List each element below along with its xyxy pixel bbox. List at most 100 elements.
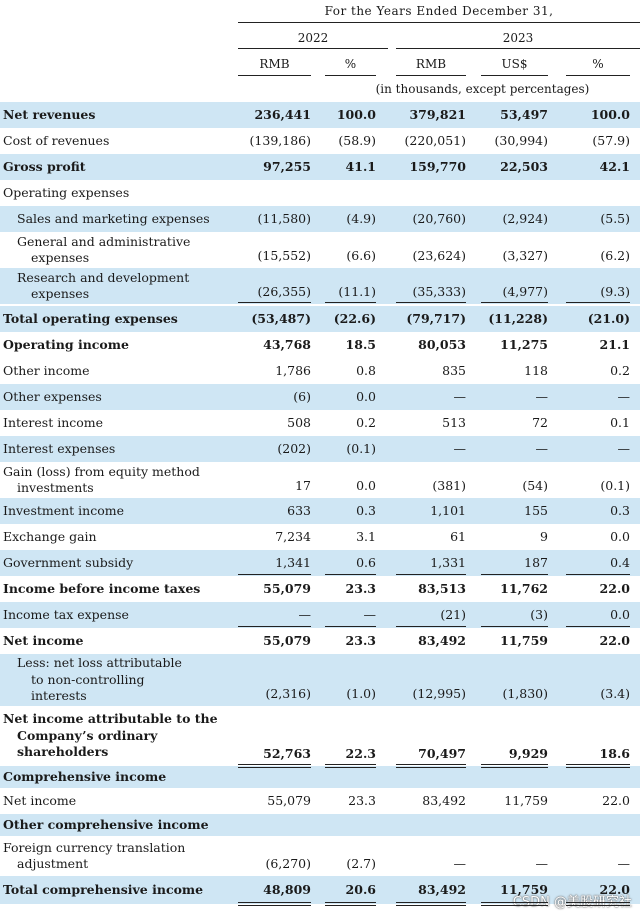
row-value: 0.4 — [610, 554, 630, 570]
total-rule — [566, 902, 630, 903]
row-value: (79,717) — [406, 310, 466, 326]
row-value: 508 — [287, 414, 311, 430]
total-rule — [238, 626, 311, 627]
row-value: 55,079 — [263, 632, 311, 648]
row-value: 3.1 — [356, 528, 376, 544]
row-value: 55,079 — [263, 580, 311, 596]
row-value: 100.0 — [336, 106, 376, 122]
total-rule — [481, 764, 548, 765]
row-value: 159,770 — [409, 158, 466, 174]
row-value: (6,270) — [265, 855, 311, 871]
row-value: 835 — [442, 362, 466, 378]
total-rule — [396, 767, 466, 768]
row-value: (4,977) — [502, 283, 548, 299]
row-label: Net income attributable to the — [3, 711, 218, 727]
row-value: 23.3 — [348, 792, 376, 808]
row-value: 11,759 — [500, 632, 548, 648]
total-rule — [481, 767, 548, 768]
row-value: 83,492 — [418, 632, 466, 648]
row-label: Investment income — [3, 502, 125, 518]
row-value: (139,186) — [249, 132, 311, 148]
unit-note: (in thousands, except percentages) — [375, 82, 590, 96]
row-value: 0.8 — [356, 362, 376, 378]
row-value: 9,929 — [508, 745, 548, 761]
row-value: 155 — [524, 502, 548, 518]
row-value: 11,759 — [500, 881, 548, 897]
row-value: 1,341 — [275, 554, 311, 570]
row-value: 22,503 — [500, 158, 548, 174]
total-rule — [325, 767, 376, 768]
year-2022-rule — [238, 48, 388, 49]
total-rule — [481, 626, 548, 627]
column-rule — [238, 75, 311, 76]
year-2023-rule — [396, 48, 640, 49]
row-value: (35,333) — [412, 283, 467, 299]
row-value: (57.9) — [592, 132, 630, 148]
table-row: Interest expenses (202) (0.1) — — — — [0, 436, 640, 462]
row-label: expenses — [31, 250, 90, 265]
column-header-rmb-2023: RMB — [415, 57, 447, 71]
row-label: Income before income taxes — [3, 580, 201, 596]
row-value: — — [298, 606, 312, 622]
column-header-pct-2023: % — [592, 57, 604, 71]
row-value: (4.9) — [346, 210, 376, 226]
row-value: 0.2 — [610, 362, 630, 378]
total-rule — [396, 302, 466, 303]
column-rule — [566, 75, 630, 76]
row-value: 187 — [524, 554, 548, 570]
row-value: — — [617, 855, 631, 871]
table-row: Income before income taxes 55,079 23.3 83,5… — [0, 576, 640, 602]
row-value: 55,079 — [267, 792, 311, 808]
row-value: 7,234 — [275, 528, 311, 544]
column-header-usd-2023: US$ — [501, 57, 528, 71]
row-value: — — [453, 855, 467, 871]
row-label: adjustment — [17, 856, 89, 871]
row-label: Gross profit — [3, 158, 86, 174]
row-label: Other expenses — [3, 388, 102, 404]
row-value: 0.1 — [610, 414, 630, 430]
row-label: Total operating expenses — [3, 310, 178, 326]
table-row: Net income 55,079 23.3 83,492 11,759 22.0 — [0, 788, 640, 814]
row-value: 18.6 — [599, 745, 630, 761]
table-row: Other income 1,786 0.8 835 118 0.2 — [0, 358, 640, 384]
row-label: Operating expenses — [3, 184, 130, 200]
row-value: 42.1 — [599, 158, 630, 174]
total-rule — [325, 905, 376, 906]
total-rule — [481, 902, 548, 903]
row-value: (3) — [530, 606, 548, 622]
row-value: (21) — [440, 606, 466, 622]
row-value: 70,497 — [418, 745, 466, 761]
row-label: Research and development — [17, 269, 190, 285]
table-row: Income tax expense — — (21) (3) 0.0 — [0, 602, 640, 628]
row-value: 633 — [287, 502, 311, 518]
total-rule — [238, 302, 311, 303]
total-rule — [566, 764, 630, 765]
row-value: (11,580) — [257, 210, 312, 226]
row-value: 1,101 — [430, 502, 466, 518]
table-row: Total operating expenses (53,487) (22.6) (7… — [0, 306, 640, 332]
row-value: (3,327) — [502, 247, 548, 263]
row-value: (22.6) — [333, 310, 376, 326]
column-rule — [325, 75, 376, 76]
row-label: Interest expenses — [3, 440, 116, 456]
row-label: Interest income — [3, 414, 104, 430]
row-label: Government subsidy — [3, 554, 134, 570]
row-label: Foreign currency translation — [3, 839, 186, 855]
row-label: investments — [17, 480, 94, 495]
row-label: Income tax expense — [3, 606, 129, 622]
row-label: to non-controlling — [31, 671, 145, 687]
row-value: 83,492 — [418, 881, 466, 897]
row-label: Net income — [3, 792, 77, 808]
row-value: 23.3 — [345, 580, 376, 596]
table-row: Net income 55,079 23.3 83,492 11,759 22.0 — [0, 628, 640, 654]
period-header: For the Years Ended December 31, — [324, 4, 554, 18]
table-row: Total comprehensive income 48,809 20.6 83,4… — [0, 876, 640, 904]
total-rule — [396, 902, 466, 903]
row-value: (58.9) — [338, 132, 376, 148]
row-value: (11,228) — [488, 310, 548, 326]
total-rule — [396, 764, 466, 765]
table-row: Investment income 633 0.3 1,101 155 0.3 — [0, 498, 640, 524]
row-value: 9 — [540, 528, 548, 544]
row-value: (0.1) — [600, 477, 630, 493]
